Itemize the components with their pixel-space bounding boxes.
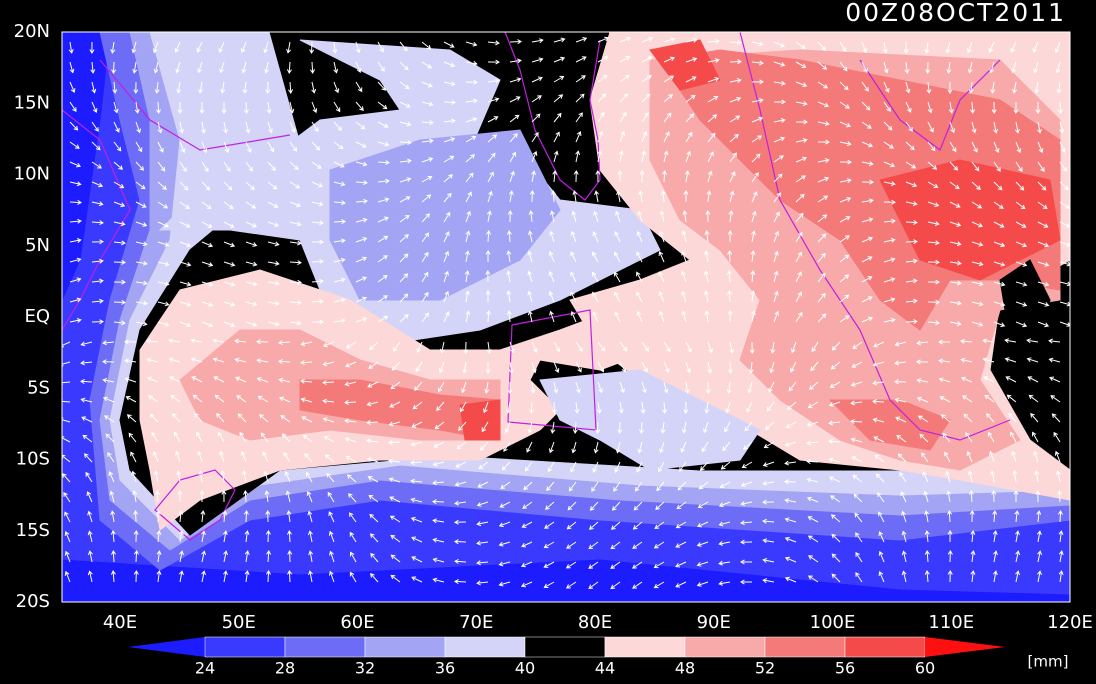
colorbar-label: 44 <box>595 659 615 678</box>
coastline-indochina <box>859 59 1001 151</box>
colorbar-segment <box>764 636 846 658</box>
latitude-label: 15N <box>14 92 50 113</box>
colorbar-segment <box>284 636 366 658</box>
colorbar-label: 24 <box>195 659 215 678</box>
colorbar-segment <box>524 636 606 658</box>
colorbar-segment <box>684 636 766 658</box>
longitude-label: 60E <box>340 612 374 633</box>
colorbar-label: 32 <box>355 659 375 678</box>
colorbar-segment <box>444 636 526 658</box>
map-title: 00Z08OCT2011 <box>845 0 1066 27</box>
field-region <box>539 369 761 471</box>
colorbar-label: 40 <box>515 659 535 678</box>
colorbar-unit: [mm] <box>1028 653 1069 671</box>
latitude-label: 5S <box>27 377 50 398</box>
field-region <box>329 129 561 301</box>
latitude-label: 10N <box>14 164 50 185</box>
field-region <box>459 399 501 441</box>
longitude-label: 40E <box>103 612 137 633</box>
colorbar-low-triangle <box>128 637 205 657</box>
coastline-southeast-asia <box>739 32 1011 441</box>
colorbar-label: 48 <box>675 659 695 678</box>
precipitable-water-field <box>62 32 1070 602</box>
colorbar-label: 36 <box>435 659 455 678</box>
colorbar-label: 28 <box>275 659 295 678</box>
wind-vectors <box>62 36 1070 590</box>
longitude-label: 70E <box>459 612 493 633</box>
field-region <box>879 159 1061 281</box>
longitude-label: 120E <box>1047 612 1093 633</box>
latitude-label: 20N <box>14 21 50 42</box>
coastlines <box>62 32 1011 541</box>
longitude-label: 80E <box>578 612 612 633</box>
longitude-label: 100E <box>810 612 856 633</box>
colorbar-label: 60 <box>915 659 935 678</box>
plot-frame <box>61 31 1071 603</box>
longitude-label: 110E <box>928 612 974 633</box>
colorbar-label: 52 <box>755 659 775 678</box>
latitude-label: 20S <box>16 591 50 612</box>
latitude-label: 5N <box>25 235 50 256</box>
coastline-africa <box>62 109 131 331</box>
colorbar-segment <box>364 636 446 658</box>
latitude-label: 10S <box>16 449 50 470</box>
field-region <box>62 32 111 301</box>
colorbar-segment <box>604 636 686 658</box>
latitude-label: EQ <box>24 306 50 327</box>
longitude-label: 90E <box>697 612 731 633</box>
colorbar-segment <box>204 636 286 658</box>
latitude-label: 15S <box>16 520 50 541</box>
coastline-india <box>504 32 601 201</box>
longitude-label: 50E <box>222 612 256 633</box>
colorbar-segment <box>844 636 926 658</box>
colorbar-high-triangle <box>925 637 1005 657</box>
colorbar-label: 56 <box>835 659 855 678</box>
coastline-arabia <box>99 59 291 151</box>
